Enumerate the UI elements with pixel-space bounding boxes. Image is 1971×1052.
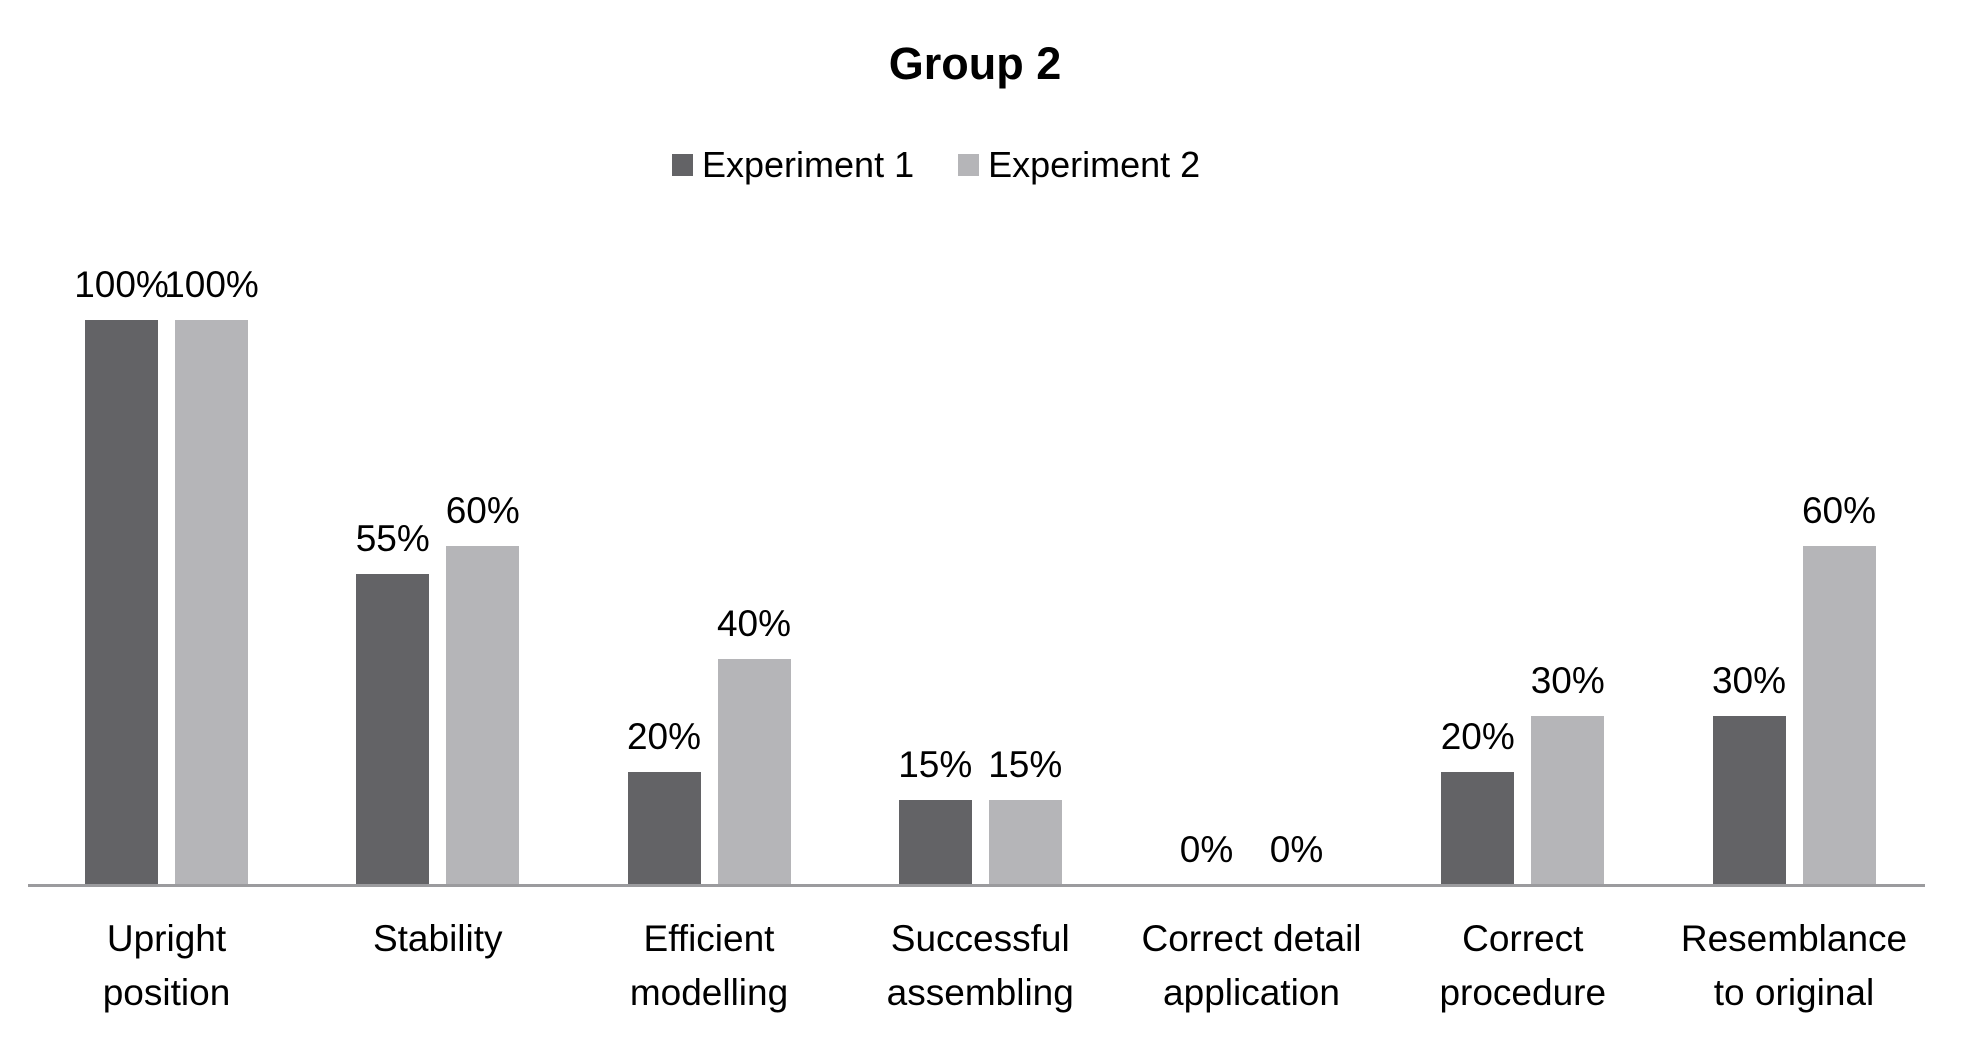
legend-label-experiment-1: Experiment 1 (702, 144, 915, 185)
bar-experiment-1 (898, 800, 972, 885)
bar-experiment-1 (627, 772, 701, 885)
category-label-line: Correct detail (1141, 918, 1362, 959)
bar-column: 20% (1440, 716, 1515, 885)
bar-column: 30% (1711, 659, 1787, 885)
category-label: Stability (298, 912, 578, 966)
category-label-line: Efficient (643, 918, 775, 959)
category-label: Successful assembling (840, 912, 1120, 1020)
bar-experiment-2 (1531, 715, 1605, 885)
bar-column: 0% (1170, 829, 1243, 885)
plot-area: 100% 100% 55% 60% 20% 40% 15% 15% 0% 0% 20% 30% 30% 6… (74, 264, 1877, 885)
category-label-line: Upright (106, 918, 227, 959)
category-label-line: application (1163, 972, 1340, 1013)
bar-column: 100% (164, 264, 259, 885)
bar-experiment-2 (988, 800, 1062, 885)
bar-experiment-2 (446, 546, 520, 885)
bar-experiment-1 (356, 574, 430, 885)
bar-value-label: 0% (1269, 829, 1324, 870)
bar-column: 100% (74, 264, 169, 885)
bar-group: 15% 15% (898, 744, 1063, 885)
x-axis-line (28, 884, 1925, 887)
legend-label-experiment-2: Experiment 2 (988, 144, 1201, 185)
bar-column: 20% (626, 716, 702, 885)
bar-value-label: 15% (988, 744, 1063, 786)
category-label-line: assembling (886, 972, 1074, 1013)
bar-value-label: 15% (898, 744, 973, 786)
bar-experiment-2 (717, 659, 791, 885)
bar-group: 20% 40% (626, 603, 792, 885)
chart-title: Group 2 (888, 38, 1062, 89)
category-label: Efficient modelling (569, 912, 849, 1020)
category-label-line: Correct (1462, 918, 1584, 959)
category-label-line: to original (1713, 972, 1875, 1013)
bar-value-label: 30% (1711, 659, 1787, 701)
category-label-line: procedure (1439, 972, 1607, 1013)
bar-value-label: 100% (164, 264, 259, 305)
bar-group: 0% 0% (1170, 829, 1333, 885)
legend-item-experiment-2: Experiment 2 (958, 144, 1200, 186)
bar-value-label: 20% (1440, 716, 1515, 757)
bar-value-label: 60% (445, 490, 520, 531)
legend-item-experiment-1: Experiment 1 (672, 144, 914, 186)
legend-swatch-experiment-2-icon (958, 154, 980, 176)
bar-group: 100% 100% (74, 264, 259, 885)
bar-experiment-2 (175, 320, 248, 885)
bar-column: 40% (716, 603, 792, 885)
category-label-line: Stability (372, 918, 503, 959)
bar-column: 55% (355, 518, 430, 885)
legend-swatch-experiment-1-icon (672, 154, 693, 176)
bar-value-label: 0% (1179, 829, 1234, 870)
bar-value-label: 40% (716, 603, 792, 644)
category-label: Correct detail application (1112, 912, 1392, 1020)
bar-column: 15% (898, 744, 973, 885)
bar-experiment-1 (1441, 772, 1515, 885)
bar-column: 30% (1530, 659, 1605, 885)
category-label-line: Successful (890, 918, 1070, 959)
category-label-line: modelling (629, 972, 789, 1013)
bar-value-label: 100% (74, 264, 169, 305)
bar-experiment-2 (1802, 546, 1876, 885)
bar-value-label: 55% (355, 518, 430, 560)
bar-group: 55% 60% (355, 490, 520, 885)
bar-experiment-1 (85, 320, 158, 885)
bar-column: 15% (988, 744, 1063, 885)
bar-experiment-1 (1712, 715, 1786, 885)
bar-value-label: 30% (1530, 659, 1605, 701)
bar-value-label: 20% (626, 716, 702, 757)
bar-column: 0% (1260, 829, 1333, 885)
bar-group: 30% 60% (1711, 490, 1877, 885)
bar-column: 60% (445, 490, 520, 885)
bar-column: 60% (1801, 490, 1877, 885)
category-label: Resemblance to original (1654, 912, 1934, 1020)
category-label-line: Resemblance (1680, 918, 1908, 959)
legend: Experiment 1 Experiment 2 (672, 144, 1200, 186)
category-label: Correct procedure (1383, 912, 1663, 1020)
category-label: Upright position (27, 912, 307, 1020)
bar-value-label: 60% (1801, 490, 1877, 531)
category-label-line: position (102, 972, 231, 1013)
bar-group: 20% 30% (1440, 659, 1605, 885)
